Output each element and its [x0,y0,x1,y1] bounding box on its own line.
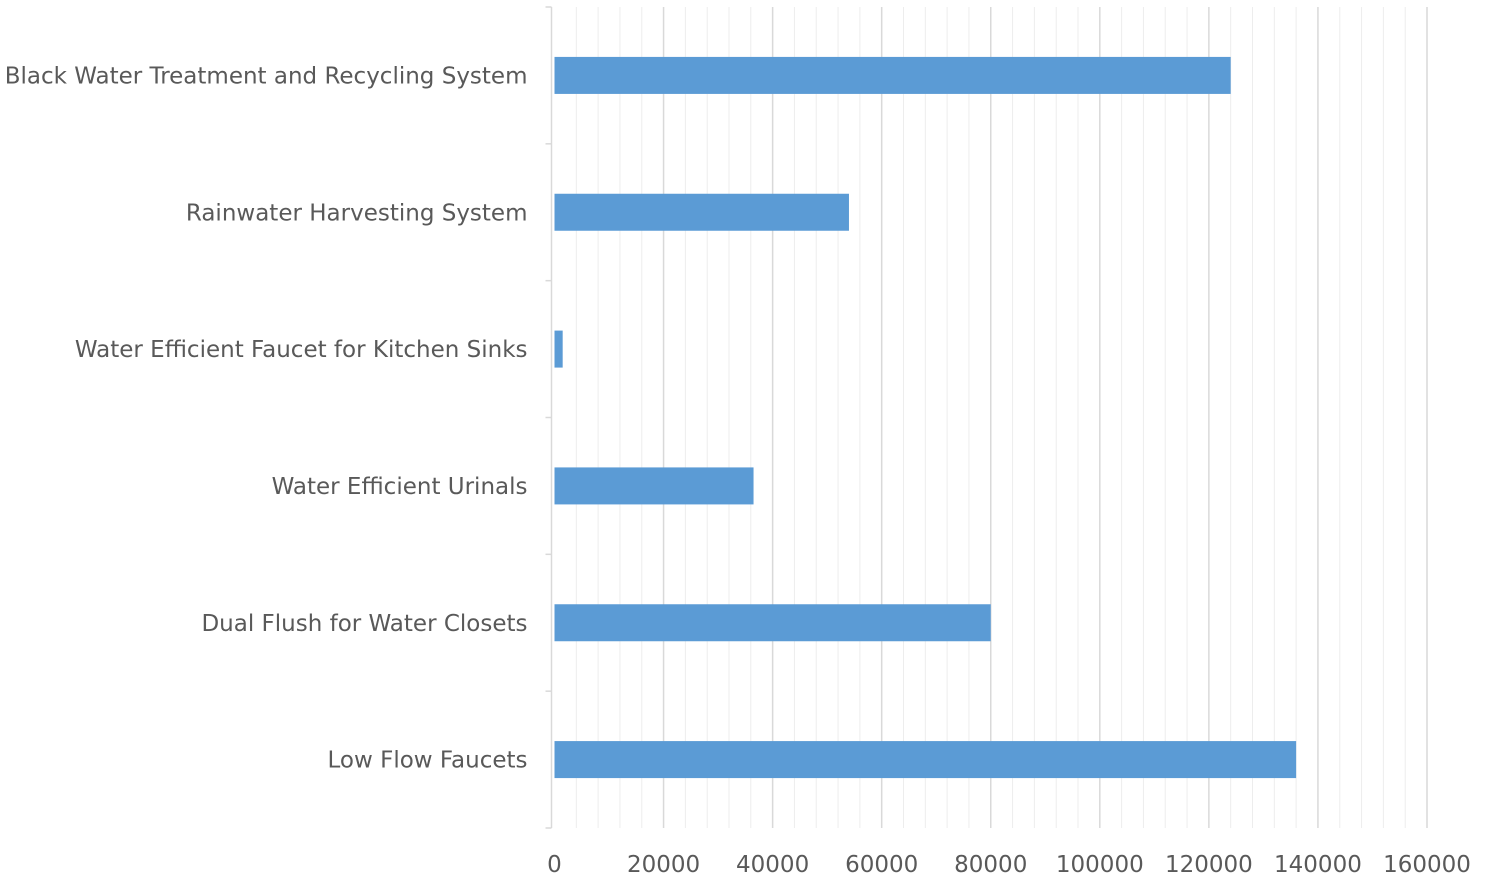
major-gridlines [662,7,1428,828]
x-tick-label: 20000 [627,852,700,878]
category-label: Low Flow Faucets [327,748,527,774]
bar-series [554,56,1297,779]
minor-gridlines [575,7,1406,828]
category-label: Black Water Treatment and Recycling Syst… [5,63,528,89]
category-axis [545,6,553,829]
bar [554,56,1231,94]
x-tick-label: 60000 [845,852,918,878]
category-label: Water Efficient Urinals [272,474,528,500]
category-labels: Black Water Treatment and Recycling Syst… [5,63,528,773]
category-label: Water Efficient Faucet for Kitchen Sinks [75,337,528,363]
x-tick-labels: 0 20000 40000 60000 80000 100000 120000 140000 1… [547,852,1471,878]
bar [554,467,754,505]
bar [554,193,849,231]
category-label: Dual Flush for Water Closets [201,611,527,637]
bar [554,604,991,642]
x-tick-label: 100000 [1056,852,1144,878]
x-tick-label: 140000 [1274,852,1362,878]
x-tick-label: 160000 [1383,852,1471,878]
category-label: Rainwater Harvesting System [186,200,528,226]
x-tick-label: 80000 [954,852,1027,878]
bar [554,330,563,368]
x-tick-label: 40000 [736,852,809,878]
bar [554,741,1297,779]
x-tick-label: 120000 [1165,852,1253,878]
x-tick-label: 0 [547,852,562,878]
